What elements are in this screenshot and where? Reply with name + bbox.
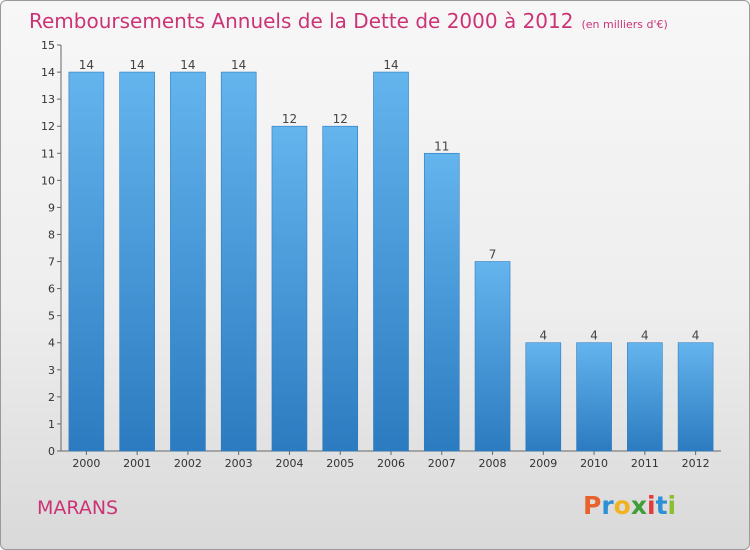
bar-value-label: 4	[539, 329, 547, 343]
x-tick-label: 2006	[377, 457, 405, 470]
x-tick-label: 2010	[580, 457, 608, 470]
bar	[474, 261, 511, 452]
bar	[170, 71, 206, 452]
bar-value-label: 11	[434, 139, 449, 153]
x-tick-label: 2012	[682, 457, 710, 470]
bar	[525, 342, 562, 452]
bar-value-label: 14	[383, 58, 398, 72]
x-tick-label: 2002	[174, 457, 202, 470]
y-tick-label: 5	[48, 310, 55, 323]
bar	[322, 125, 359, 452]
y-tick-label: 0	[48, 445, 55, 458]
logo-letter: o	[613, 491, 631, 520]
x-tick-label: 2008	[479, 457, 507, 470]
bar-value-label: 14	[130, 58, 145, 72]
proxiti-logo[interactable]: Proxiti	[583, 491, 676, 520]
x-tick-label: 2001	[123, 457, 151, 470]
chart-subtitle: (en milliers d'€)	[581, 18, 668, 31]
y-tick-label: 3	[48, 364, 55, 377]
bar	[423, 152, 460, 452]
y-tick-label: 2	[48, 391, 55, 404]
logo-letter: P	[583, 491, 602, 520]
y-tick-label: 13	[41, 93, 55, 106]
logo-letter: t	[655, 491, 668, 520]
bar	[627, 342, 663, 452]
x-tick-label: 2009	[529, 457, 557, 470]
bar	[373, 71, 409, 452]
bar-value-label: 14	[180, 58, 195, 72]
bar	[576, 342, 612, 452]
bar	[271, 125, 308, 452]
bar-value-label: 12	[282, 112, 297, 126]
y-tick-label: 11	[41, 147, 55, 160]
bar-value-label: 4	[641, 329, 649, 343]
logo-letter: x	[630, 491, 647, 520]
logo-letter: i	[647, 491, 656, 520]
y-tick-label: 15	[41, 39, 55, 52]
logo-letter: r	[601, 491, 614, 520]
x-tick-label: 2011	[631, 457, 659, 470]
y-tick-label: 9	[48, 201, 55, 214]
bar-value-label: 12	[333, 112, 348, 126]
y-tick-label: 7	[48, 256, 55, 269]
x-tick-label: 2000	[72, 457, 100, 470]
y-tick-label: 14	[41, 66, 55, 79]
bar-value-label: 4	[692, 329, 700, 343]
bar-value-label: 14	[231, 58, 246, 72]
x-tick-label: 2007	[428, 457, 456, 470]
chart-title: Remboursements Annuels de la Dette de 20…	[29, 9, 668, 33]
bar	[220, 71, 257, 452]
commune-name: MARANS	[37, 497, 119, 519]
bar-value-label: 14	[79, 58, 94, 72]
x-tick-label: 2004	[275, 457, 303, 470]
y-tick-label: 1	[48, 418, 55, 431]
y-tick-label: 12	[41, 120, 55, 133]
bars-group: 14 14 14 14 12 12 14 11 7 4 4 4 4	[68, 58, 714, 452]
bar	[677, 342, 714, 452]
y-tick-label: 10	[41, 174, 55, 187]
x-tick-label: 2005	[326, 457, 354, 470]
y-tick-label: 8	[48, 228, 55, 241]
logo-letter: i	[667, 491, 677, 520]
y-tick-label: 6	[48, 283, 55, 296]
bar-value-label: 4	[590, 329, 598, 343]
x-tick-label: 2003	[225, 457, 253, 470]
bar	[119, 71, 155, 452]
chart-title-text: Remboursements Annuels de la Dette de 20…	[29, 9, 574, 33]
y-tick-label: 4	[48, 337, 55, 350]
x-axis-ticks: 2000 2001 2002 2003 2004 2005 2006 2007 2008 2009…	[72, 451, 710, 470]
bar	[68, 71, 105, 452]
bar-value-label: 7	[489, 248, 497, 262]
